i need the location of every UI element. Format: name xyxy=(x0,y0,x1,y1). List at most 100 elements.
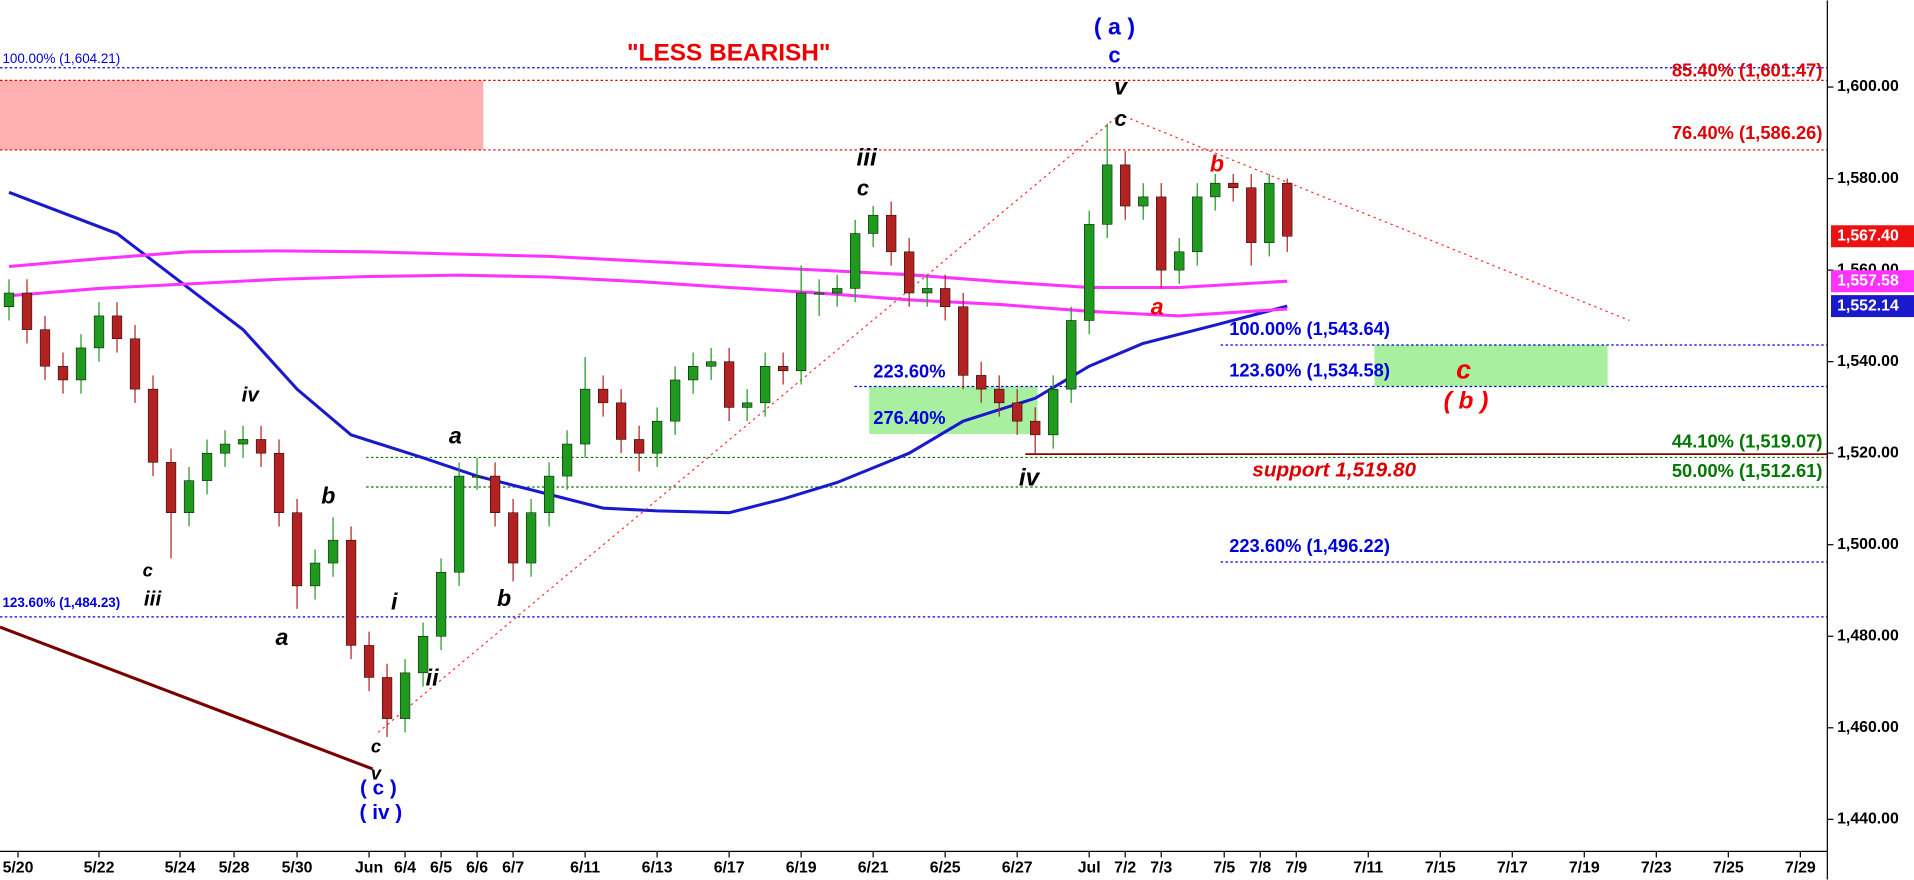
candle-body xyxy=(93,315,105,349)
x-tick-label: 5/24 xyxy=(165,860,196,877)
annotation: a xyxy=(276,624,289,650)
candle-body xyxy=(1012,402,1023,422)
annotation: ( c ) xyxy=(360,777,397,800)
level-label: 123.60% (1,534.58) xyxy=(1229,360,1390,381)
x-tick-label: 6/7 xyxy=(502,860,524,877)
zone xyxy=(0,80,484,150)
candle-body xyxy=(850,233,861,289)
level-label: 223.60% (1,496.22) xyxy=(1229,535,1390,556)
candle-body xyxy=(291,512,303,587)
level-label: 123.60% (1,484.23) xyxy=(2,595,120,610)
candle-body xyxy=(922,288,933,294)
annotation: v xyxy=(371,762,382,783)
candle-body xyxy=(363,645,375,678)
line xyxy=(377,113,1630,733)
y-tick-label: 1,500.00 xyxy=(1837,536,1899,553)
lines xyxy=(0,113,1630,771)
y-tick-label: 1,520.00 xyxy=(1837,444,1899,461)
candle-body xyxy=(183,480,195,513)
annotation: ( b ) xyxy=(1444,388,1489,415)
candle-body xyxy=(814,292,825,295)
x-tick-label: 7/23 xyxy=(1641,860,1672,877)
annotation: b xyxy=(1210,150,1224,176)
candle-body xyxy=(1210,182,1221,198)
candle-body xyxy=(940,288,951,307)
price-label-box xyxy=(1830,270,1914,293)
x-tick-label: Jul xyxy=(1078,860,1101,877)
level-label: support 1,519.80 xyxy=(1252,459,1416,482)
price-label-box xyxy=(1830,225,1914,248)
x-tick-label: 7/29 xyxy=(1785,860,1816,877)
level-label: 100.00% (1,543.64) xyxy=(1229,318,1390,339)
candle-body xyxy=(1192,196,1203,253)
annotation: b xyxy=(321,482,335,508)
x-tick-label: 6/17 xyxy=(714,860,745,877)
x-tick-label: 7/15 xyxy=(1425,860,1456,877)
y-tick-label: 1,480.00 xyxy=(1837,627,1899,644)
level-label: 85.40% (1,601.47) xyxy=(1672,60,1823,81)
candle-body xyxy=(309,562,321,587)
annotation: ii xyxy=(426,664,439,690)
price-label: 1,557.58 xyxy=(1837,272,1899,289)
candle-body xyxy=(633,439,645,454)
candle-body xyxy=(1138,196,1149,207)
x-tick-label: 7/3 xyxy=(1150,860,1172,877)
line xyxy=(8,273,1288,318)
candle-body xyxy=(597,388,609,404)
candle-body xyxy=(706,361,717,367)
candle-body xyxy=(669,379,681,422)
candle-body xyxy=(39,329,51,367)
candle-body xyxy=(868,214,879,234)
candle-body xyxy=(381,677,393,719)
y-tick-label: 1,540.00 xyxy=(1837,353,1899,370)
candle-body xyxy=(1264,182,1275,243)
annotation: iv xyxy=(242,384,261,407)
price-label: 1,567.40 xyxy=(1837,227,1899,244)
candle-body xyxy=(687,365,699,381)
candle-body xyxy=(1048,388,1059,436)
y-tick-label: 1,460.00 xyxy=(1837,719,1899,736)
candle-body xyxy=(904,251,915,294)
x-tick-label: 5/20 xyxy=(3,860,34,877)
candle-body xyxy=(327,539,339,564)
annotation: a xyxy=(449,423,462,449)
annotation: c xyxy=(1114,106,1126,131)
candle-body xyxy=(489,475,501,513)
candle-body xyxy=(237,439,249,445)
x-tick-label: Jun xyxy=(355,860,383,877)
annotation: c xyxy=(1456,355,1471,385)
price-label: 1,552.14 xyxy=(1837,297,1899,314)
annotation: c xyxy=(1108,43,1120,68)
level-label: 50.00% (1,512.61) xyxy=(1672,460,1823,481)
candle-body xyxy=(471,475,483,478)
annotation: ( a ) xyxy=(1094,14,1135,40)
level-label: 76.40% (1,586.26) xyxy=(1672,122,1823,143)
annotation: c xyxy=(371,735,381,756)
candles xyxy=(3,123,1293,737)
annotation: ( iv ) xyxy=(360,801,403,824)
x-tick-label: 7/5 xyxy=(1213,860,1235,877)
annotation: iii xyxy=(144,587,163,610)
candle-body xyxy=(579,388,591,445)
candle-body xyxy=(21,292,33,330)
x-tick-label: 6/13 xyxy=(642,860,673,877)
x-tick-label: 6/25 xyxy=(930,860,961,877)
x-tick-label: 6/27 xyxy=(1002,860,1033,877)
x-tick-label: 7/9 xyxy=(1285,860,1307,877)
level-label: 44.10% (1,519.07) xyxy=(1672,431,1823,452)
candle-body xyxy=(724,361,735,408)
annotation: iii xyxy=(856,145,878,172)
x-tick-label: 5/28 xyxy=(219,860,250,877)
candle-body xyxy=(1156,196,1167,271)
candle-body xyxy=(1066,320,1077,390)
candle-body xyxy=(273,452,285,513)
candle-body xyxy=(453,475,465,573)
annotations: 100.00% (1,604.21) 85.40% (1,601.47) 76.40… xyxy=(2,14,1822,824)
annotation: 276.40% xyxy=(873,407,945,428)
x-tick-label: 7/11 xyxy=(1353,860,1383,877)
candle-body xyxy=(958,306,969,376)
candle-body xyxy=(1102,164,1113,225)
x-tick-label: 5/22 xyxy=(84,860,115,877)
annotation: b xyxy=(497,585,511,611)
candle-body xyxy=(129,338,141,390)
